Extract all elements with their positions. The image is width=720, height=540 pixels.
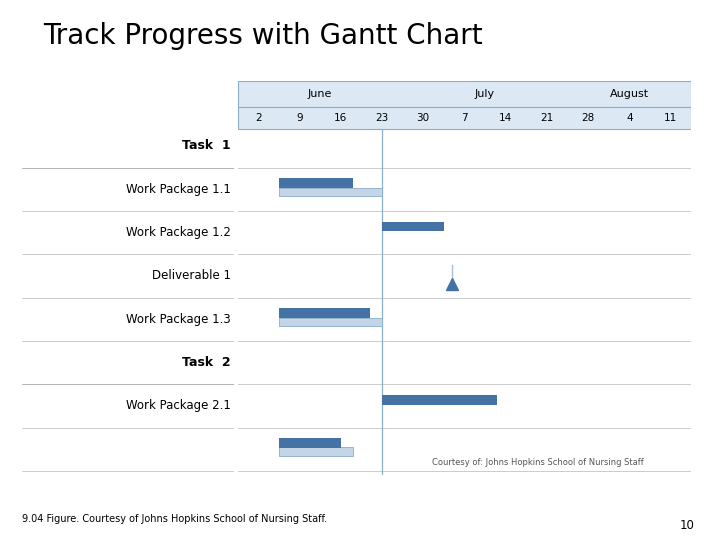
Text: 14: 14: [499, 113, 512, 123]
Text: Task  1: Task 1: [182, 139, 231, 152]
Bar: [279, 308, 369, 318]
Text: 2: 2: [255, 113, 261, 123]
Text: 28: 28: [582, 113, 595, 123]
Text: Courtesy of: Johns Hopkins School of Nursing Staff: Courtesy of: Johns Hopkins School of Nur…: [432, 458, 644, 467]
Text: June: June: [308, 89, 332, 99]
Bar: [279, 178, 353, 188]
Text: Work Package 1.2: Work Package 1.2: [126, 226, 231, 239]
Bar: [238, 81, 691, 107]
Text: Work Package 1.3: Work Package 1.3: [127, 313, 231, 326]
Text: 7: 7: [461, 113, 468, 123]
Text: July: July: [475, 89, 495, 99]
Bar: [382, 222, 444, 231]
Bar: [279, 438, 341, 448]
Text: 21: 21: [540, 113, 554, 123]
Text: 9: 9: [296, 113, 303, 123]
Text: 10: 10: [680, 519, 695, 532]
Text: 16: 16: [334, 113, 347, 123]
Text: Track Progress with Gantt Chart: Track Progress with Gantt Chart: [43, 22, 483, 50]
Text: 23: 23: [375, 113, 389, 123]
Bar: [382, 395, 498, 404]
Text: Deliverable 1: Deliverable 1: [152, 269, 231, 282]
Bar: [279, 318, 382, 326]
Text: 4: 4: [626, 113, 633, 123]
Bar: [279, 448, 353, 456]
Text: Task  2: Task 2: [182, 356, 231, 369]
Bar: [238, 107, 691, 129]
Text: August: August: [610, 89, 649, 99]
Bar: [279, 187, 382, 196]
Text: 11: 11: [664, 113, 678, 123]
Text: 9.04 Figure. Courtesy of Johns Hopkins School of Nursing Staff.: 9.04 Figure. Courtesy of Johns Hopkins S…: [22, 514, 327, 524]
Text: Work Package 1.1: Work Package 1.1: [126, 183, 231, 196]
Text: 30: 30: [417, 113, 430, 123]
Text: Work Package 2.1: Work Package 2.1: [126, 400, 231, 413]
